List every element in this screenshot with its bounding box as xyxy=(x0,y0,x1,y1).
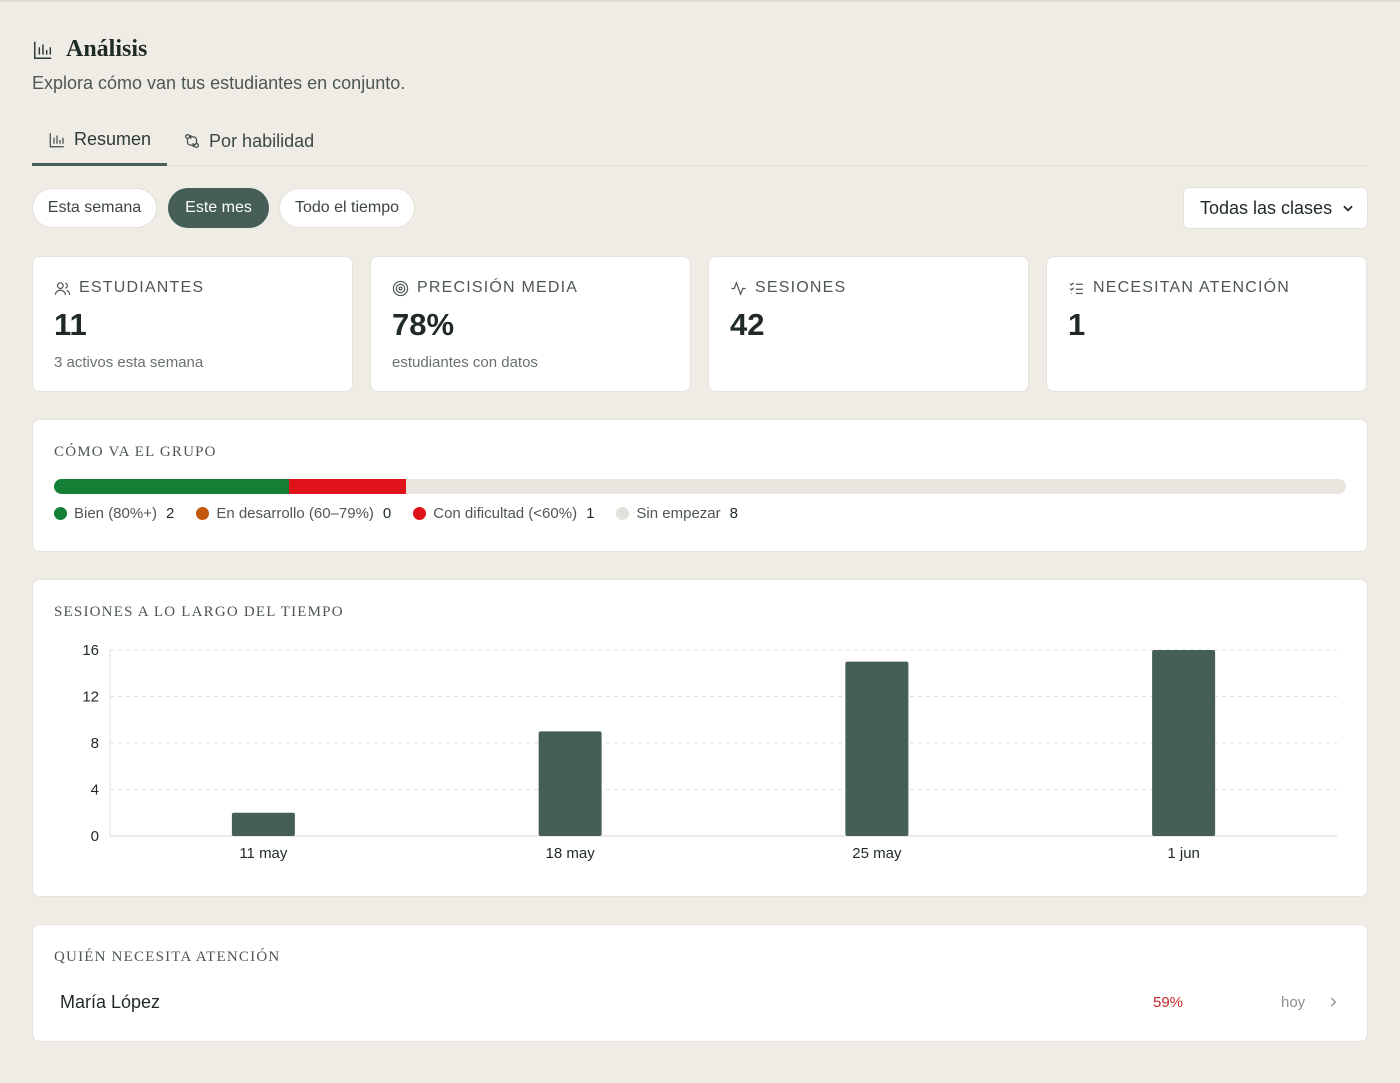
stat-label: PRECISIÓN MEDIA xyxy=(417,279,579,296)
y-tick-label: 0 xyxy=(91,828,99,845)
legend-dot xyxy=(616,507,630,520)
stat-card-necesitan-atencion: NECESITAN ATENCIÓN 1 xyxy=(1046,256,1367,392)
x-tick-label: 25 may xyxy=(852,845,902,862)
bar xyxy=(538,731,602,836)
legend-label: Con dificultad (<60%) xyxy=(433,505,578,522)
top-divider xyxy=(0,0,1400,2)
legend-count: 0 xyxy=(382,505,392,522)
stat-card-estudiantes: ESTUDIANTES 11 3 activos esta semana xyxy=(32,256,353,392)
chevron-right-icon xyxy=(1330,997,1337,1007)
progress-segment xyxy=(288,479,407,494)
chevron-down-icon xyxy=(1343,205,1353,212)
legend-dot xyxy=(54,507,67,520)
tab-bar: Resumen Por habilidad xyxy=(32,116,1368,166)
bar xyxy=(231,812,295,836)
git-compare-icon xyxy=(185,134,200,148)
class-select[interactable]: Todas las clases xyxy=(1183,187,1368,229)
bar xyxy=(845,661,909,836)
legend-label: En desarrollo (60–79%) xyxy=(216,505,374,522)
sessions-bar-chart: 0 4 8 12 16 11 may 18 may 25 may 1 jun xyxy=(82,642,1337,862)
legend-label: Bien (80%+) xyxy=(74,505,157,522)
bar xyxy=(1152,650,1216,836)
x-tick-label: 11 may xyxy=(239,845,288,862)
tab-resumen[interactable]: Resumen xyxy=(32,116,168,166)
legend-count: 1 xyxy=(586,505,595,522)
legend-item-sin-empezar: Sin empezar 8 xyxy=(616,505,738,522)
legend-count: 2 xyxy=(165,505,175,522)
list-checks-icon xyxy=(1069,281,1083,294)
stat-card-sesiones: SESIONES 42 xyxy=(708,256,1029,392)
stat-value: 11 xyxy=(54,307,87,342)
x-tick-label: 1 jun xyxy=(1167,845,1200,862)
y-tick-label: 8 xyxy=(91,735,99,752)
filter-todo-el-tiempo[interactable]: Todo el tiempo xyxy=(279,188,415,228)
legend-count: 8 xyxy=(729,505,738,522)
users-icon xyxy=(54,281,71,295)
legend-label: Sin empezar xyxy=(636,505,721,522)
group-legend: Bien (80%+) 2 En desarrollo (60–79%) 0 C… xyxy=(54,505,1346,522)
stat-card-precision: PRECISIÓN MEDIA 78% estudiantes con dato… xyxy=(370,256,691,392)
progress-segment xyxy=(54,479,289,494)
attention-card: QUIÉN NECESITA ATENCIÓN María López 59% … xyxy=(32,924,1368,1042)
section-title: QUIÉN NECESITA ATENCIÓN xyxy=(54,949,281,965)
legend-dot xyxy=(196,507,210,520)
bar-chart-icon xyxy=(34,41,52,59)
activity-icon xyxy=(731,280,746,296)
group-progress-card: CÓMO VA EL GRUPO Bien (80%+) 2 En desarr… xyxy=(32,419,1368,552)
page-header: Análisis Explora cómo van tus estudiante… xyxy=(32,36,405,94)
stat-value: 78% xyxy=(392,307,455,342)
page-title: Análisis xyxy=(66,36,148,62)
stat-subtext: estudiantes con datos xyxy=(392,354,538,371)
attention-student-row[interactable]: María López 59% hoy xyxy=(54,987,1348,1017)
y-tick-label: 16 xyxy=(82,642,99,659)
tab-label: Resumen xyxy=(74,129,152,149)
filter-esta-semana[interactable]: Esta semana xyxy=(32,188,157,228)
legend-item-en-desarrollo: En desarrollo (60–79%) 0 xyxy=(196,505,391,522)
group-progress-bar xyxy=(54,479,1346,494)
target-icon xyxy=(392,280,409,296)
sessions-chart-card: SESIONES A LO LARGO DEL TIEMPO 0 4 8 12 16 11… xyxy=(32,579,1368,897)
student-name: María López xyxy=(60,991,161,1012)
tab-label: Por habilidad xyxy=(209,130,315,151)
bar-chart-icon xyxy=(49,132,64,147)
y-tick-label: 4 xyxy=(91,782,99,799)
x-tick-label: 18 may xyxy=(546,845,596,862)
stat-value: 1 xyxy=(1068,307,1086,342)
stat-label: SESIONES xyxy=(755,279,847,296)
section-title: CÓMO VA EL GRUPO xyxy=(54,444,217,460)
tab-por-habilidad[interactable]: Por habilidad xyxy=(167,116,330,166)
page-subtitle: Explora cómo van tus estudiantes en conj… xyxy=(32,73,406,93)
class-select-value: Todas las clases xyxy=(1200,197,1333,218)
student-last-seen: hoy xyxy=(1281,993,1306,1011)
filter-este-mes[interactable]: Este mes xyxy=(168,188,269,228)
stat-subtext: 3 activos esta semana xyxy=(54,354,204,371)
y-tick-label: 12 xyxy=(82,689,99,706)
stat-label: ESTUDIANTES xyxy=(79,279,205,296)
legend-item-con-dificultad: Con dificultad (<60%) 1 xyxy=(413,505,594,522)
stat-label: NECESITAN ATENCIÓN xyxy=(1093,279,1291,296)
stat-value: 42 xyxy=(730,307,765,342)
legend-dot xyxy=(413,507,427,520)
legend-item-bien: Bien (80%+) 2 xyxy=(54,505,174,522)
student-accuracy: 59% xyxy=(1153,993,1184,1011)
chart-title: SESIONES A LO LARGO DEL TIEMPO xyxy=(54,604,344,620)
